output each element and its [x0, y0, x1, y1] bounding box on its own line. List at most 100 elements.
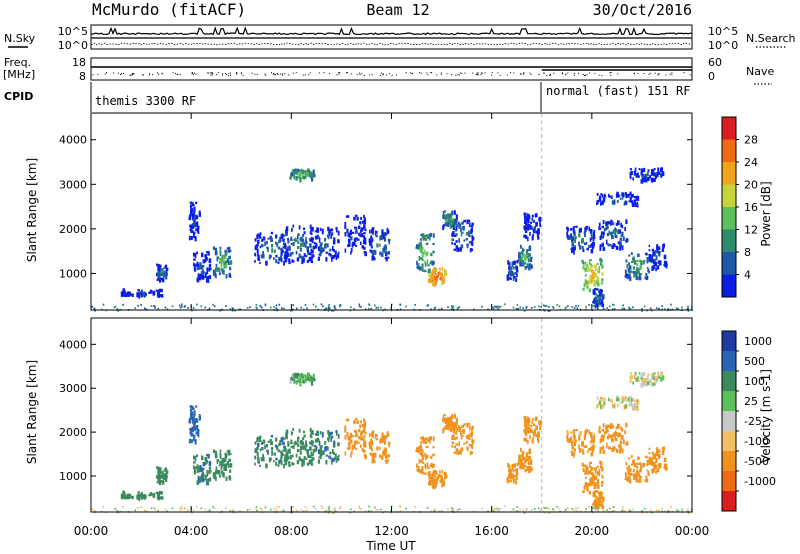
echo-cell: [599, 244, 602, 249]
echo-cell: [339, 507, 341, 510]
echo-cell: [260, 306, 263, 309]
echo-cell: [198, 210, 201, 214]
echo-cell: [619, 243, 622, 248]
echo-cell: [416, 447, 419, 451]
echo-cell: [665, 466, 668, 470]
echo-cell: [363, 251, 367, 254]
echo-cell: [206, 251, 209, 254]
echo-cell: [460, 231, 463, 237]
echo-cell: [601, 297, 604, 301]
echo-cell: [306, 452, 310, 455]
nave-dot: [288, 74, 290, 76]
echo-cell: [652, 467, 656, 472]
echo-cell: [432, 484, 436, 489]
echo-cell: [495, 508, 497, 510]
nave-dot: [350, 73, 352, 75]
echo-cell: [469, 451, 472, 456]
echo-cell: [594, 264, 597, 269]
echo-cell: [312, 246, 315, 250]
echo-cell: [382, 450, 385, 456]
echo-cell: [275, 304, 278, 307]
nave-dot: [549, 74, 551, 76]
echo-cell: [523, 234, 526, 238]
echo-cell: [633, 196, 636, 199]
echo-cell: [646, 381, 650, 386]
echo-cell: [599, 447, 602, 452]
nave-dot: [610, 74, 612, 76]
echo-cell: [456, 509, 459, 512]
echo-cell: [530, 424, 533, 428]
echo-cell: [525, 230, 528, 233]
echo-cell: [345, 215, 349, 218]
echo-cell: [304, 457, 308, 461]
echo-cell: [584, 476, 587, 480]
echo-cell: [264, 506, 267, 509]
echo-cell: [266, 246, 269, 249]
echo-cell: [283, 437, 286, 440]
y-tick-label: 3000: [59, 382, 87, 395]
echo-cell: [598, 197, 602, 202]
echo-cell: [466, 232, 469, 236]
echo-cell: [571, 508, 574, 510]
echo-cell: [421, 235, 424, 239]
echo-cell: [254, 455, 256, 459]
echo-cell: [300, 255, 303, 259]
echo-cell: [609, 305, 611, 308]
echo-cell: [137, 491, 140, 494]
echo-cell: [652, 250, 655, 255]
echo-cell: [381, 455, 384, 460]
echo-cell: [262, 236, 266, 241]
echo-cell: [638, 462, 641, 466]
echo-cell: [600, 201, 602, 206]
echo-cell: [643, 260, 645, 265]
echo-cell: [360, 436, 364, 441]
echo-cell: [628, 457, 631, 460]
echo-cell: [270, 306, 272, 309]
echo-cell: [453, 210, 456, 215]
echo-cell: [94, 309, 96, 312]
echo-cell: [190, 236, 193, 240]
echo-cell: [305, 440, 307, 444]
echo-cell: [285, 233, 288, 237]
echo-cell: [611, 425, 615, 429]
echo-cell: [656, 171, 659, 175]
echo-cell: [209, 477, 212, 482]
echo-cell: [538, 216, 541, 220]
nave-dot: [194, 72, 195, 74]
echo-cell: [591, 467, 594, 471]
echo-cell: [120, 292, 124, 297]
echo-cell: [578, 231, 581, 237]
echo-cell: [616, 193, 620, 198]
echo-cell: [487, 510, 489, 513]
echo-cell: [610, 219, 612, 223]
echo-cell: [601, 225, 604, 229]
echo-cell: [481, 305, 483, 308]
colorbar-swatch: [722, 471, 736, 491]
echo-cell: [648, 456, 651, 461]
echo-cell: [642, 382, 646, 387]
echo-cell: [256, 248, 259, 254]
echo-feature: [188, 405, 201, 445]
echo-cell: [196, 261, 199, 264]
echo-cell: [517, 308, 519, 310]
echo-feature: [581, 460, 604, 496]
echo-cell: [161, 269, 164, 273]
echo-cell: [602, 450, 606, 454]
echo-cell: [629, 168, 632, 171]
echo-cell: [229, 260, 233, 265]
echo-cell: [493, 308, 495, 310]
echo-cell: [621, 307, 624, 310]
echo-cell: [494, 507, 496, 510]
nave-dot: [295, 72, 297, 74]
echo-cell: [579, 431, 582, 436]
echo-cell: [310, 430, 314, 435]
echo-cell: [360, 420, 362, 424]
echo-cell: [331, 511, 333, 514]
echo-feature: [506, 259, 519, 282]
echo-cell: [660, 377, 663, 382]
echo-cell: [350, 232, 352, 236]
echo-cell: [652, 383, 656, 386]
echo-cell: [285, 226, 289, 232]
echo-cell: [591, 445, 594, 448]
echo-cell: [329, 248, 332, 252]
